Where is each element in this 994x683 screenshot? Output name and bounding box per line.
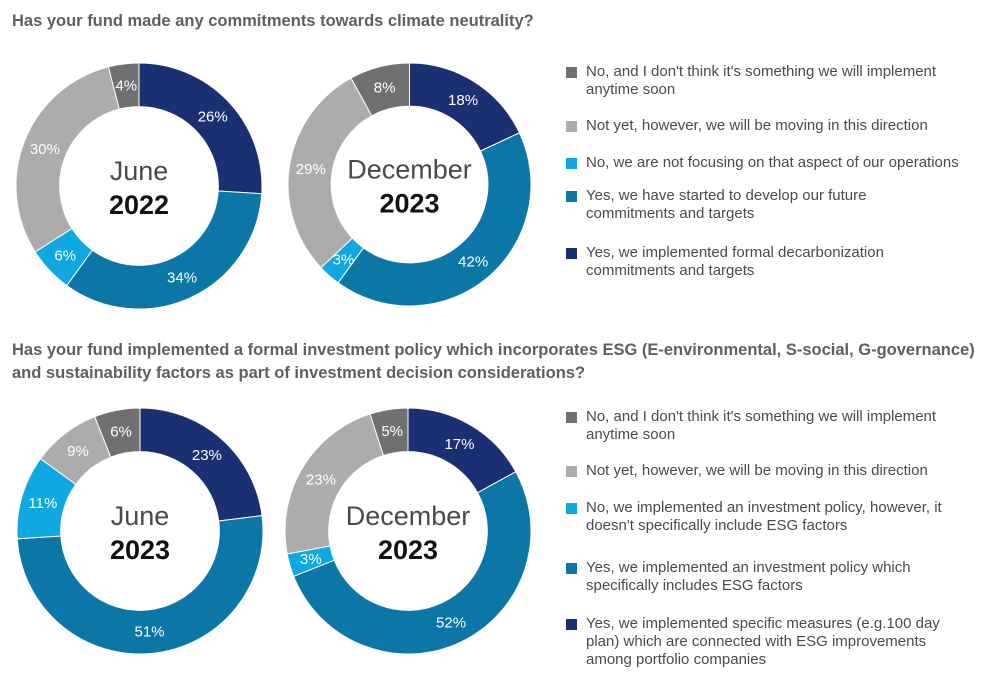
segment-value-label: 17% bbox=[444, 436, 474, 453]
legend-label: Yes, we have started to develop our futu… bbox=[586, 187, 867, 222]
legend-item: Yes, we have started to develop our futu… bbox=[566, 187, 986, 223]
segment-value-label: 29% bbox=[296, 161, 326, 178]
segment-value-label: 5% bbox=[381, 423, 403, 440]
donut-chart-june-2022: 26% 34% 6% 30% 4% June 2022 bbox=[15, 62, 263, 310]
legend-swatch bbox=[566, 503, 577, 514]
segment-value-label: 3% bbox=[300, 551, 322, 568]
legend-label: Yes, we implemented specific measures (e… bbox=[586, 615, 940, 668]
legend-swatch bbox=[566, 466, 577, 477]
legend-item: No, we are not focusing on that aspect o… bbox=[566, 154, 986, 172]
donut-center-month: December bbox=[347, 155, 472, 185]
legend-swatch bbox=[566, 248, 577, 259]
segment-value-label: 18% bbox=[448, 92, 478, 109]
segment-value-label: 42% bbox=[458, 254, 488, 271]
legend-label: No, we implemented an investment policy,… bbox=[586, 499, 942, 534]
legend-swatch bbox=[566, 619, 577, 630]
legend-label: No, and I don't think it's something we … bbox=[586, 63, 937, 98]
donut-segment bbox=[66, 190, 263, 310]
segment-value-label: 11% bbox=[28, 495, 57, 512]
donut-segment bbox=[369, 407, 409, 457]
donut-segment bbox=[94, 407, 141, 458]
legend-swatch bbox=[566, 563, 577, 574]
legend-item: Not yet, however, we will be moving in t… bbox=[566, 117, 986, 135]
segment-value-label: 9% bbox=[67, 443, 89, 460]
donut-center-month: June bbox=[111, 501, 170, 531]
legend-label: Not yet, however, we will be moving in t… bbox=[586, 462, 928, 479]
legend-item: Yes, we implemented an investment policy… bbox=[566, 559, 986, 595]
legend-item: Yes, we implemented formal decarbonizati… bbox=[566, 244, 986, 280]
segment-value-label: 6% bbox=[54, 247, 76, 264]
legend-item: No, and I don't think it's something we … bbox=[566, 63, 986, 99]
donut-center-month: June bbox=[110, 156, 169, 186]
donut-center-year: 2023 bbox=[378, 535, 438, 565]
donut-segment bbox=[16, 515, 264, 655]
segment-value-label: 52% bbox=[436, 615, 466, 632]
segment-value-label: 8% bbox=[374, 80, 396, 97]
donut-center-year: 2023 bbox=[379, 189, 439, 219]
segment-value-label: 4% bbox=[115, 78, 137, 95]
donut-segment bbox=[15, 66, 120, 253]
legend-label: Yes, we implemented formal decarbonizati… bbox=[586, 244, 884, 279]
segment-value-label: 34% bbox=[167, 270, 197, 287]
segment-value-label: 23% bbox=[306, 472, 336, 489]
donut-segment bbox=[337, 132, 532, 307]
donut-center-month: December bbox=[346, 501, 471, 531]
donut-segment bbox=[350, 62, 410, 117]
legend-swatch bbox=[566, 67, 577, 78]
donut-segment bbox=[292, 471, 532, 655]
legend-swatch bbox=[566, 121, 577, 132]
donut-chart-december-2023-q1: 18% 42% 3% 29% 8% December 2023 bbox=[287, 62, 532, 307]
segment-value-label: 23% bbox=[192, 447, 222, 464]
donut-segment bbox=[287, 77, 373, 269]
donut-chart-june-2023: 23% 51% 11% 9% 6% June 2023 bbox=[16, 407, 264, 655]
segment-value-label: 26% bbox=[198, 109, 228, 126]
segment-value-label: 51% bbox=[135, 624, 165, 641]
segment-value-label: 6% bbox=[110, 424, 132, 441]
segment-value-label: 30% bbox=[30, 141, 60, 158]
legend-item: No, and I don't think it's something we … bbox=[566, 408, 986, 444]
legend-swatch bbox=[566, 191, 577, 202]
donut-center-year: 2023 bbox=[110, 535, 170, 565]
legend-label: Not yet, however, we will be moving in t… bbox=[586, 117, 928, 134]
donut-center-year: 2022 bbox=[109, 190, 169, 220]
legend-label: No, we are not focusing on that aspect o… bbox=[586, 154, 959, 171]
legend-label: No, and I don't think it's something we … bbox=[586, 408, 937, 443]
donut-segment bbox=[107, 62, 140, 110]
legend-item: Yes, we implemented specific measures (e… bbox=[566, 615, 986, 669]
question-title-2: Has your fund implemented a formal inves… bbox=[12, 341, 975, 382]
legend-item: No, we implemented an investment policy,… bbox=[566, 499, 986, 535]
segment-value-label: 3% bbox=[333, 251, 355, 268]
question-title-1: Has your fund made any commitments towar… bbox=[12, 12, 534, 30]
legend-item: Not yet, however, we will be moving in t… bbox=[566, 462, 986, 480]
donut-chart-december-2023-q2: 17% 52% 3% 23% 5% December 2023 bbox=[284, 407, 532, 655]
legend-label: Yes, we implemented an investment policy… bbox=[586, 559, 911, 594]
legend-swatch bbox=[566, 158, 577, 169]
legend-swatch bbox=[566, 412, 577, 423]
